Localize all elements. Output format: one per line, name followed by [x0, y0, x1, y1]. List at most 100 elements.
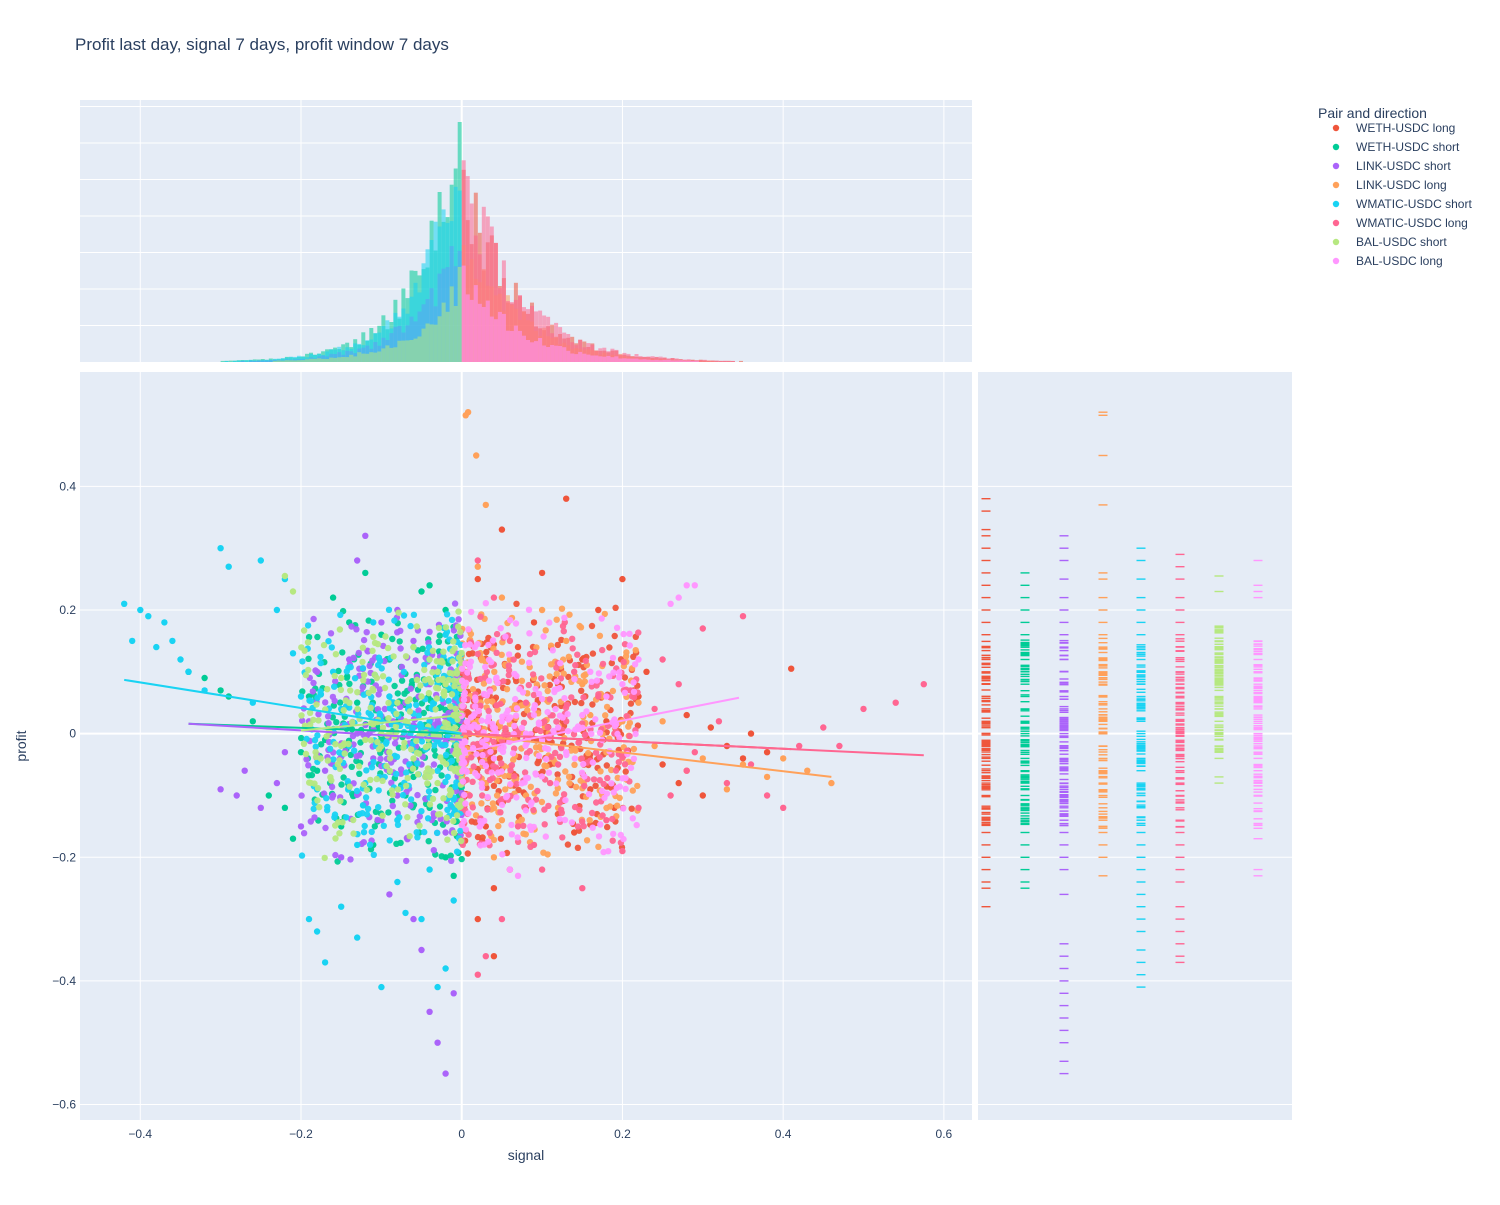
- scatter-point: [480, 680, 488, 687]
- scatter-point: [571, 803, 579, 811]
- scatter-point: [464, 669, 471, 676]
- scatter-point: [450, 818, 457, 825]
- scatter-point: [538, 569, 546, 577]
- legend-label: WMATIC-USDC long: [1356, 216, 1468, 230]
- scatter-point: [635, 804, 642, 811]
- scatter-point: [556, 815, 563, 823]
- scatter-point: [426, 656, 433, 663]
- scatter-point: [699, 792, 706, 799]
- histogram-bar: [550, 345, 555, 362]
- scatter-point: [455, 608, 462, 615]
- scatter-point: [468, 608, 475, 616]
- scatter-point: [739, 613, 747, 620]
- scatter-point: [448, 691, 456, 698]
- scatter-point: [386, 693, 393, 700]
- scatter-point: [330, 756, 337, 763]
- scatter-point: [350, 830, 357, 837]
- scatter-point: [298, 734, 305, 742]
- scatter-point: [337, 686, 345, 694]
- scatter-point: [484, 697, 491, 705]
- scatter-point: [588, 730, 595, 737]
- scatter-point: [564, 841, 572, 848]
- scatter-point: [620, 658, 627, 666]
- scatter-point: [376, 686, 384, 693]
- rug-series: [1059, 535, 1069, 1075]
- scatter-point: [396, 638, 403, 645]
- scatter-point: [479, 792, 486, 799]
- histogram-bar: [465, 176, 470, 362]
- histogram-bar: [457, 266, 462, 362]
- scatter-point: [289, 650, 297, 657]
- scatter-point: [498, 651, 505, 658]
- histogram-bar: [518, 330, 522, 362]
- scatter-point: [583, 708, 590, 715]
- scatter-points: [121, 409, 927, 1077]
- scatter-point: [479, 751, 486, 759]
- scatter-point: [490, 836, 498, 844]
- scatter-point: [350, 654, 357, 661]
- scatter-point: [595, 833, 603, 840]
- scatter-point: [432, 706, 439, 713]
- scatter-point: [495, 822, 502, 830]
- scatter-point: [340, 707, 347, 714]
- scatter-point: [434, 983, 441, 991]
- scatter-point: [311, 736, 319, 744]
- legend-marker: [1332, 200, 1340, 208]
- scatter-point: [356, 752, 363, 759]
- scatter-point: [620, 805, 627, 812]
- scatter-point: [691, 582, 698, 589]
- scatter-point: [323, 795, 330, 802]
- scatter-point: [469, 686, 477, 693]
- scatter-point: [346, 704, 353, 711]
- scatter-point: [332, 851, 339, 859]
- scatter-point: [499, 713, 506, 720]
- x-tick-label: 0.2: [614, 1127, 631, 1141]
- histogram-bar: [718, 360, 723, 362]
- scatter-point: [432, 786, 439, 794]
- scatter-point: [788, 665, 795, 672]
- scatter-point: [747, 761, 755, 768]
- scatter-point: [614, 774, 621, 782]
- scatter-point: [434, 668, 441, 675]
- scatter-point: [317, 688, 324, 695]
- scatter-point: [683, 767, 690, 774]
- scatter-point: [683, 582, 690, 589]
- scatter-point: [438, 853, 445, 860]
- scatter-point: [493, 792, 501, 799]
- scatter-point: [464, 409, 472, 416]
- histogram-bar: [666, 359, 671, 362]
- scatter-point: [418, 946, 425, 954]
- histogram-bar: [686, 359, 691, 362]
- scatter-point: [337, 611, 344, 619]
- scatter-point: [498, 526, 506, 533]
- scatter-point: [502, 725, 509, 732]
- scatter-point: [443, 814, 450, 822]
- histogram-bar: [309, 354, 313, 362]
- scatter-point: [526, 650, 534, 658]
- scatter-point: [474, 640, 481, 648]
- scatter-point: [313, 701, 320, 708]
- scatter-point: [466, 792, 473, 799]
- scatter-point: [425, 838, 432, 845]
- histogram-bar: [260, 360, 265, 362]
- scatter-point: [561, 816, 569, 824]
- scatter-point: [362, 794, 370, 801]
- histogram-bar: [256, 360, 261, 362]
- scatter-point: [324, 807, 331, 814]
- histogram-bar: [622, 358, 627, 362]
- scatter-point: [354, 557, 361, 564]
- scatter-point: [496, 755, 503, 762]
- scatter-point: [421, 666, 428, 674]
- legend-marker: [1332, 181, 1340, 189]
- scatter-point: [563, 637, 570, 645]
- scatter-point: [892, 699, 899, 706]
- histogram-bar: [272, 360, 277, 362]
- scatter-point: [747, 730, 755, 737]
- scatter-point: [305, 772, 312, 779]
- histogram-bar: [473, 285, 478, 362]
- scatter-point: [490, 953, 498, 960]
- scatter-point: [348, 763, 355, 770]
- histogram-bar: [297, 355, 301, 362]
- scatter-point: [596, 754, 603, 761]
